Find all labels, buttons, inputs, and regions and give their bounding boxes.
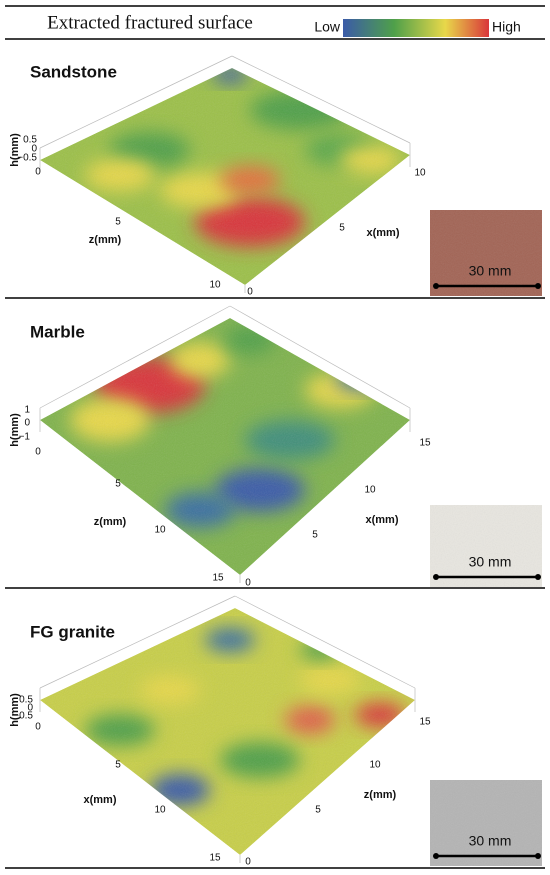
surface [40, 608, 415, 855]
left-tick-label: 10 [209, 280, 221, 291]
h-tick-label: 0.5 [23, 135, 37, 146]
legend-high: High [492, 19, 521, 35]
scale-end [433, 283, 439, 289]
left-axis-label: z(mm) [89, 234, 122, 246]
h-tick-label: 0 [24, 418, 30, 429]
right-tick-label: 0 [245, 857, 251, 868]
scale-label: 30 mm [469, 833, 512, 849]
left-tick-label: 10 [154, 805, 166, 816]
right-tick-label: 10 [414, 168, 426, 179]
scale-label: 30 mm [469, 263, 512, 279]
photo-texture [430, 780, 542, 866]
h-tick-label: 1 [24, 405, 30, 416]
box-edge [39, 305, 231, 409]
right-tick-label: 5 [315, 805, 321, 816]
left-tick-label: 5 [115, 217, 121, 228]
right-tick-label: 15 [419, 438, 431, 449]
scale-end [535, 853, 541, 859]
left-tick-label: 0 [35, 722, 41, 733]
scale-label: 30 mm [469, 554, 512, 570]
h-axis-label: h(mm) [9, 413, 21, 447]
box-edge [234, 595, 416, 689]
box-edge [229, 305, 411, 409]
legend-low: Low [314, 19, 341, 35]
right-axis-label: x(mm) [366, 227, 399, 239]
right-tick-label: 0 [245, 578, 251, 589]
photo-texture [430, 210, 542, 296]
right-tick-label: 5 [312, 530, 318, 541]
h-tick-label: 0.5 [19, 695, 33, 706]
left-tick-label: 15 [212, 573, 224, 584]
h-tick-label: −1 [19, 432, 31, 443]
h-axis-label: h(mm) [9, 693, 21, 727]
right-tick-label: 10 [364, 485, 376, 496]
right-axis-label: x(mm) [365, 514, 398, 526]
figure-title: Extracted fractured surface [47, 12, 253, 33]
scale-end [433, 853, 439, 859]
left-tick-label: 5 [115, 479, 121, 490]
scale-end [535, 574, 541, 580]
right-tick-label: 0 [247, 287, 253, 298]
panel-name: FG granite [30, 622, 115, 641]
surface-texture [40, 608, 415, 855]
left-axis-label: x(mm) [83, 794, 116, 806]
h-axis-label: h(mm) [9, 133, 21, 167]
box-edge [39, 55, 233, 149]
scale-end [433, 574, 439, 580]
left-tick-label: 5 [115, 760, 121, 771]
left-tick-label: 10 [154, 525, 166, 536]
colorbar [343, 19, 489, 37]
panel-name: Sandstone [30, 62, 117, 81]
box-edge [39, 595, 236, 689]
right-tick-label: 10 [369, 760, 381, 771]
panel-name: Marble [30, 322, 85, 341]
surface [40, 68, 410, 285]
surface [40, 318, 410, 575]
scale-end [535, 283, 541, 289]
right-axis-label: z(mm) [364, 789, 397, 801]
left-tick-label: 15 [209, 853, 221, 864]
h-tick-label: 0 [31, 144, 37, 155]
right-tick-label: 5 [339, 223, 345, 234]
h-tick-label: −0.5 [13, 711, 33, 722]
h-tick-label: −0.5 [17, 153, 37, 164]
left-tick-label: 0 [35, 447, 41, 458]
left-tick-label: 0 [35, 167, 41, 178]
right-tick-label: 15 [419, 717, 431, 728]
surface-texture [40, 68, 410, 285]
surface-texture [40, 318, 410, 575]
photo-texture [430, 505, 542, 587]
box-edge [231, 55, 411, 144]
h-tick-label: 0 [27, 703, 33, 714]
left-axis-label: z(mm) [94, 516, 127, 528]
